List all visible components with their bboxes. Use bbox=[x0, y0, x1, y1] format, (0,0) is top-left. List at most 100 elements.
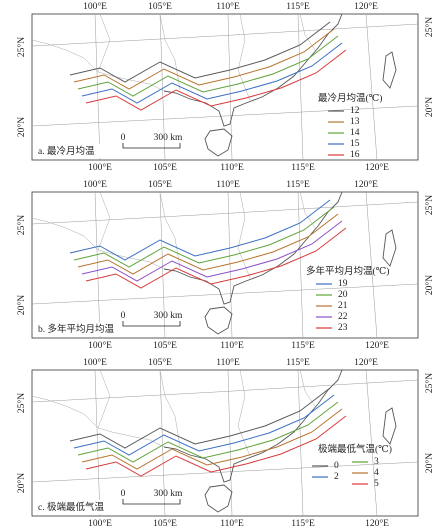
legend-label: 21 bbox=[338, 301, 348, 311]
map-panel: 100°E 105°E 110°E 115°E 120°E 100°E 105°E 110°E… bbox=[16, 357, 435, 529]
latitude-label: 25°N bbox=[16, 37, 27, 57]
parallel bbox=[31, 23, 419, 47]
isotherm bbox=[77, 401, 339, 463]
panel-label: c. 极端最低气温 bbox=[38, 501, 104, 513]
longitude-label: 110°E bbox=[216, 357, 240, 368]
latitude-label: 20°N bbox=[424, 97, 435, 117]
longitude-label: 100°E bbox=[88, 162, 112, 173]
scale-distance: 300 km bbox=[154, 133, 183, 143]
panel-frame bbox=[31, 13, 419, 161]
longitude-label: 100°E bbox=[83, 1, 107, 12]
legend-label: 22 bbox=[338, 312, 348, 322]
parallel bbox=[31, 461, 419, 483]
longitude-label: 120°E bbox=[354, 1, 378, 12]
meridian bbox=[159, 191, 166, 339]
scale-bar bbox=[122, 499, 181, 505]
isotherm bbox=[85, 49, 347, 111]
label-box bbox=[34, 144, 116, 158]
province-border bbox=[237, 191, 251, 279]
isotherm bbox=[69, 21, 331, 83]
province-border bbox=[237, 13, 251, 101]
longitude-label: 120°E bbox=[365, 340, 389, 351]
legend-label: 14 bbox=[350, 128, 360, 138]
panel-frame bbox=[31, 191, 419, 339]
island-hainan bbox=[204, 484, 233, 513]
latitude-label: 20°N bbox=[424, 275, 435, 295]
longitude-label: 105°E bbox=[148, 357, 172, 368]
legend-label: 0 bbox=[334, 461, 339, 471]
national-border bbox=[31, 395, 165, 448]
legend-title: 最冷月均温(℃) bbox=[318, 92, 382, 104]
latitude-label: 20°N bbox=[16, 473, 27, 493]
legend-label: 12 bbox=[350, 106, 360, 116]
legend-label: 16 bbox=[350, 150, 360, 160]
longitude-label: 105°E bbox=[153, 162, 177, 173]
meridian bbox=[94, 191, 101, 339]
longitude-label: 110°E bbox=[216, 179, 240, 190]
longitude-label: 100°E bbox=[83, 357, 107, 368]
legend-title: 极端最低气温(℃) bbox=[318, 443, 392, 455]
isotherm bbox=[81, 220, 343, 282]
parallel bbox=[31, 283, 419, 305]
isotherm bbox=[73, 206, 335, 268]
meridian bbox=[159, 13, 166, 161]
province-border bbox=[97, 13, 111, 73]
legend-label: 15 bbox=[350, 139, 360, 149]
island-hainan bbox=[204, 306, 233, 335]
latitude-label: 25°N bbox=[16, 215, 27, 235]
isotherm bbox=[81, 408, 343, 470]
legend-label: 13 bbox=[350, 117, 360, 127]
parallel bbox=[31, 201, 419, 225]
longitude-label: 115°E bbox=[291, 340, 315, 351]
isotherm bbox=[73, 394, 335, 456]
longitude-label: 105°E bbox=[153, 340, 177, 351]
longitude-label: 100°E bbox=[88, 518, 112, 529]
national-border bbox=[31, 217, 165, 270]
meridian bbox=[365, 369, 378, 517]
province-border bbox=[237, 369, 251, 457]
legend-label: 3 bbox=[374, 457, 379, 467]
coastline bbox=[163, 369, 343, 483]
parallel bbox=[31, 105, 419, 127]
longitude-label: 115°E bbox=[291, 162, 315, 173]
isotherm bbox=[77, 35, 339, 97]
longitude-label: 110°E bbox=[220, 518, 244, 529]
longitude-label: 110°E bbox=[216, 1, 240, 12]
panel-frame bbox=[31, 369, 419, 517]
longitude-label: 100°E bbox=[88, 340, 112, 351]
legend-label: 5 bbox=[374, 479, 379, 489]
isotherm bbox=[77, 213, 339, 275]
longitude-label: 115°E bbox=[286, 357, 310, 368]
map-panel: 100°E 105°E 110°E 115°E 120°E 100°E 105°E 110°E… bbox=[16, 179, 435, 351]
longitude-label: 115°E bbox=[286, 1, 310, 12]
meridian bbox=[297, 13, 304, 161]
longitude-label: 110°E bbox=[220, 162, 244, 173]
latitude-label: 25°N bbox=[424, 195, 435, 215]
label-box bbox=[34, 500, 116, 514]
province-border bbox=[299, 13, 316, 51]
longitude-label: 100°E bbox=[83, 179, 107, 190]
island-taiwan bbox=[382, 51, 397, 89]
longitude-label: 115°E bbox=[286, 179, 310, 190]
longitude-label: 120°E bbox=[365, 162, 389, 173]
longitude-label: 120°E bbox=[354, 179, 378, 190]
province-border bbox=[97, 369, 111, 429]
coastline bbox=[163, 191, 343, 305]
label-box bbox=[34, 322, 116, 336]
scale-zero: 0 bbox=[121, 489, 126, 499]
island-taiwan bbox=[382, 407, 397, 445]
isotherm bbox=[85, 227, 347, 289]
longitude-label: 105°E bbox=[148, 179, 172, 190]
legend-label: 2 bbox=[334, 472, 339, 482]
legend-title: 多年平均月均温(℃) bbox=[306, 265, 389, 277]
panel-label: a. 最冷月均温 bbox=[38, 145, 95, 157]
island-taiwan bbox=[382, 229, 397, 267]
latitude-label: 25°N bbox=[16, 393, 27, 413]
coastline bbox=[163, 13, 343, 127]
latitude-label: 25°N bbox=[424, 373, 435, 393]
meridian bbox=[365, 13, 378, 161]
longitude-label: 120°E bbox=[354, 357, 378, 368]
longitude-label: 105°E bbox=[153, 518, 177, 529]
province-border bbox=[97, 191, 111, 251]
